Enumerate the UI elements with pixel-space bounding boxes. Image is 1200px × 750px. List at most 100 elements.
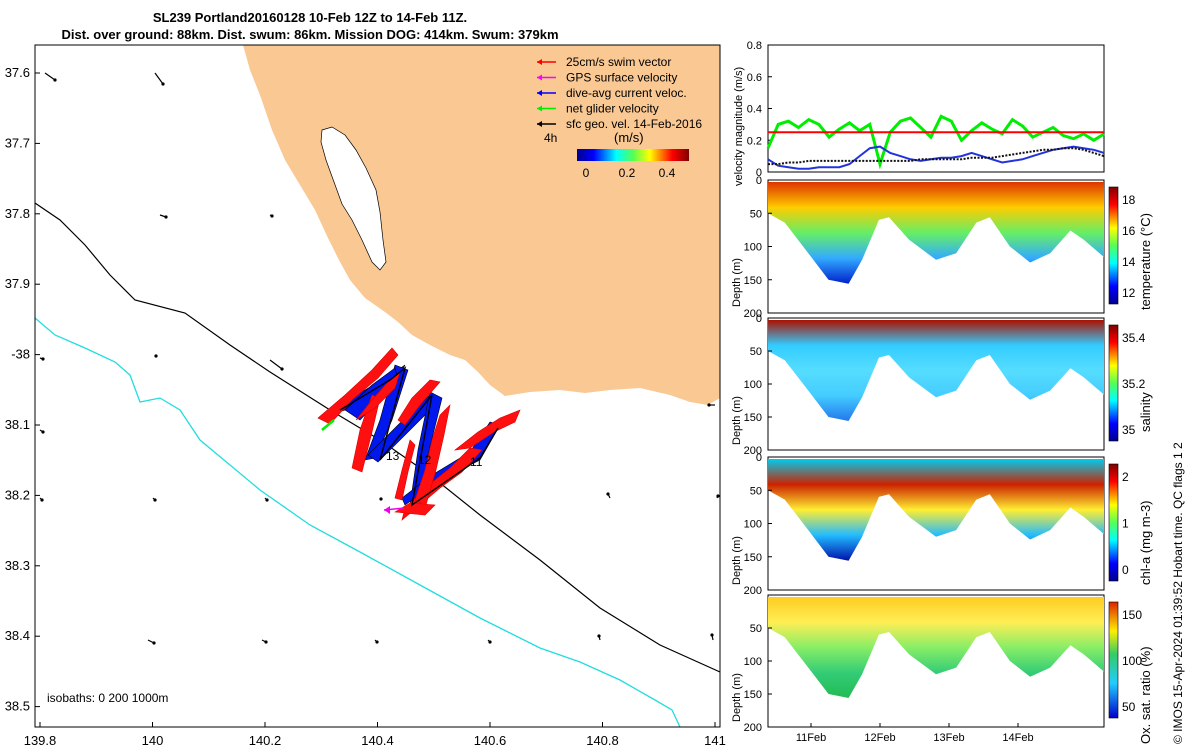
surface-vector-head — [161, 82, 165, 86]
section-panel: 50 100 150 200 50 100 150 11Feb 12Feb 13Feb 14Feb — [744, 594, 1142, 744]
surface-vector-head — [716, 494, 720, 498]
track-label-13: 13 — [386, 449, 400, 463]
section-ytick-label: 100 — [744, 519, 762, 531]
swim-vector-band — [317, 347, 399, 425]
track-label-11: 11 — [470, 455, 483, 469]
map-xtick-label: 140.4 — [361, 733, 394, 748]
surface-vector-head — [153, 498, 157, 502]
legend-arrowhead — [537, 74, 542, 81]
map-ytick-label: 38.5 — [5, 699, 30, 714]
isobaths-label: isobaths: 0 200 1000m — [47, 691, 168, 705]
surface-vector-head — [40, 498, 44, 502]
time-step-label: 4h — [544, 131, 557, 145]
surface-vector-head — [41, 357, 45, 361]
legend-label: sfc geo. vel. 14-Feb-2016 — [566, 117, 702, 131]
surface-vector — [44, 72, 56, 81]
velocity-ytick-label: 0.8 — [747, 40, 762, 52]
map-xtick-label: 140.2 — [249, 733, 282, 748]
ox-colorbar-label: Ox. sat. ratio (%) — [1138, 646, 1153, 744]
sal-ylabel: Depth (m) — [731, 396, 743, 445]
section-data-fill — [768, 320, 1104, 421]
section-colorbar-tick: 35 — [1122, 423, 1136, 437]
map-xtick-label: 140 — [142, 733, 164, 748]
section-colorbar-tick: 1 — [1122, 517, 1129, 531]
map-ytick-label: 37.7 — [5, 135, 30, 150]
surface-vector-head — [152, 641, 156, 645]
map-ytick-label: -38 — [11, 347, 30, 362]
map-xtick-label: 139.8 — [24, 733, 57, 748]
legend-arrowhead — [537, 59, 542, 65]
legend-label: dive-avg current veloc. — [566, 86, 687, 100]
velocity-ytick-label: 0 — [756, 167, 762, 179]
velocity-y-ticks: 0 0.2 0.4 0.6 0.8 — [747, 40, 772, 179]
section-colorbar — [1108, 186, 1119, 305]
map-colorbar — [577, 149, 689, 161]
island — [320, 126, 387, 271]
map-x-ticks: 139.8 140 140.2 140.4 140.6 140.8 141 — [24, 722, 726, 748]
section-colorbar-tick: 16 — [1122, 224, 1136, 238]
section-ytick-label: 50 — [750, 623, 762, 635]
footer-credit: © IMOS 15-Apr-2024 01:39:52 Hobart time.… — [1171, 442, 1185, 744]
surface-vector-head — [488, 640, 492, 644]
net-glider-velocity-arrow — [321, 419, 335, 431]
map-ytick-label: 37.9 — [5, 276, 30, 291]
surface-vector-head — [164, 215, 168, 219]
colorbar-unit-label: (m/s) — [614, 130, 644, 145]
map-ytick-label: 38.2 — [5, 487, 30, 502]
section-ytick-label: 200 — [744, 585, 762, 597]
section-xtick-label: 13Feb — [933, 732, 964, 744]
gps-arrow-head — [384, 506, 390, 514]
section-colorbar — [1108, 324, 1119, 442]
surface-vector-head — [53, 78, 57, 82]
velocity-frame — [767, 44, 1105, 173]
map-panel: 139.8 140 140.2 140.4 140.6 140.8 141 37.6 37.7… — [5, 44, 726, 748]
map-ytick-label: 38.1 — [5, 417, 30, 432]
surface-vector-head — [280, 367, 284, 371]
surface-vector-head — [265, 498, 269, 502]
section-ytick-label: 0 — [756, 313, 762, 325]
section-panel: 0 50 100 150 200 12 14 16 18 — [744, 175, 1136, 320]
section-colorbar — [1108, 463, 1119, 582]
surface-vector-head — [264, 640, 268, 644]
legend-label: GPS surface velocity — [566, 71, 677, 85]
velocity-series-line — [768, 147, 1105, 166]
figure-title-line-1: SL239 Portland20160128 10-Feb 12Z to 14-… — [152, 10, 468, 25]
isobath-200m — [35, 202, 720, 673]
chl-colorbar-label: chl-a (mg m-3) — [1138, 500, 1153, 585]
surface-vector — [269, 359, 283, 370]
swim-vector-band — [397, 379, 441, 426]
surface-vector-head — [606, 492, 610, 496]
map-ytick-label: 38.3 — [5, 558, 30, 573]
section-colorbar-tick: 18 — [1122, 193, 1136, 207]
surface-vector-head — [379, 497, 383, 501]
section-colorbar-tick: 12 — [1122, 286, 1136, 300]
legend-arrowhead — [537, 121, 542, 127]
section-ytick-label: 200 — [744, 445, 762, 457]
velocity-ytick-label: 0.4 — [747, 104, 762, 116]
map-ytick-label: 38.4 — [5, 628, 30, 643]
surface-vector-head — [710, 633, 714, 637]
section-ytick-label: 0 — [756, 452, 762, 464]
surface-vector-head — [707, 403, 711, 407]
surface-vectors — [39, 72, 720, 645]
map-xtick-label: 141 — [704, 733, 726, 748]
legend-label: 25cm/s swim vector — [566, 55, 671, 69]
section-ytick-label: 50 — [750, 208, 762, 220]
legend-arrowhead — [537, 90, 542, 96]
track-label-12: 12 — [418, 453, 432, 467]
map-colorbar-tick-0: 0 — [583, 166, 590, 180]
velocity-panel: 0 0.2 0.4 0.6 0.8 — [747, 40, 1105, 179]
section-ytick-label: 150 — [744, 552, 762, 564]
section-panel: 0 50 100 150 200 0 1 2 — [744, 452, 1129, 597]
section-data-fill — [768, 459, 1104, 561]
section-xtick-label: 12Feb — [864, 732, 895, 744]
section-ytick-label: 150 — [744, 275, 762, 287]
net-glider-track — [339, 366, 499, 507]
isobath-1000m — [35, 317, 681, 727]
surface-vector-head — [597, 634, 601, 638]
section-ytick-label: 200 — [744, 308, 762, 320]
section-panel: 0 50 100 150 200 35 35.2 35.4 — [744, 313, 1146, 457]
map-xtick-label: 140.6 — [474, 733, 507, 748]
section-ytick-label: 100 — [744, 656, 762, 668]
surface-vector — [154, 72, 164, 85]
